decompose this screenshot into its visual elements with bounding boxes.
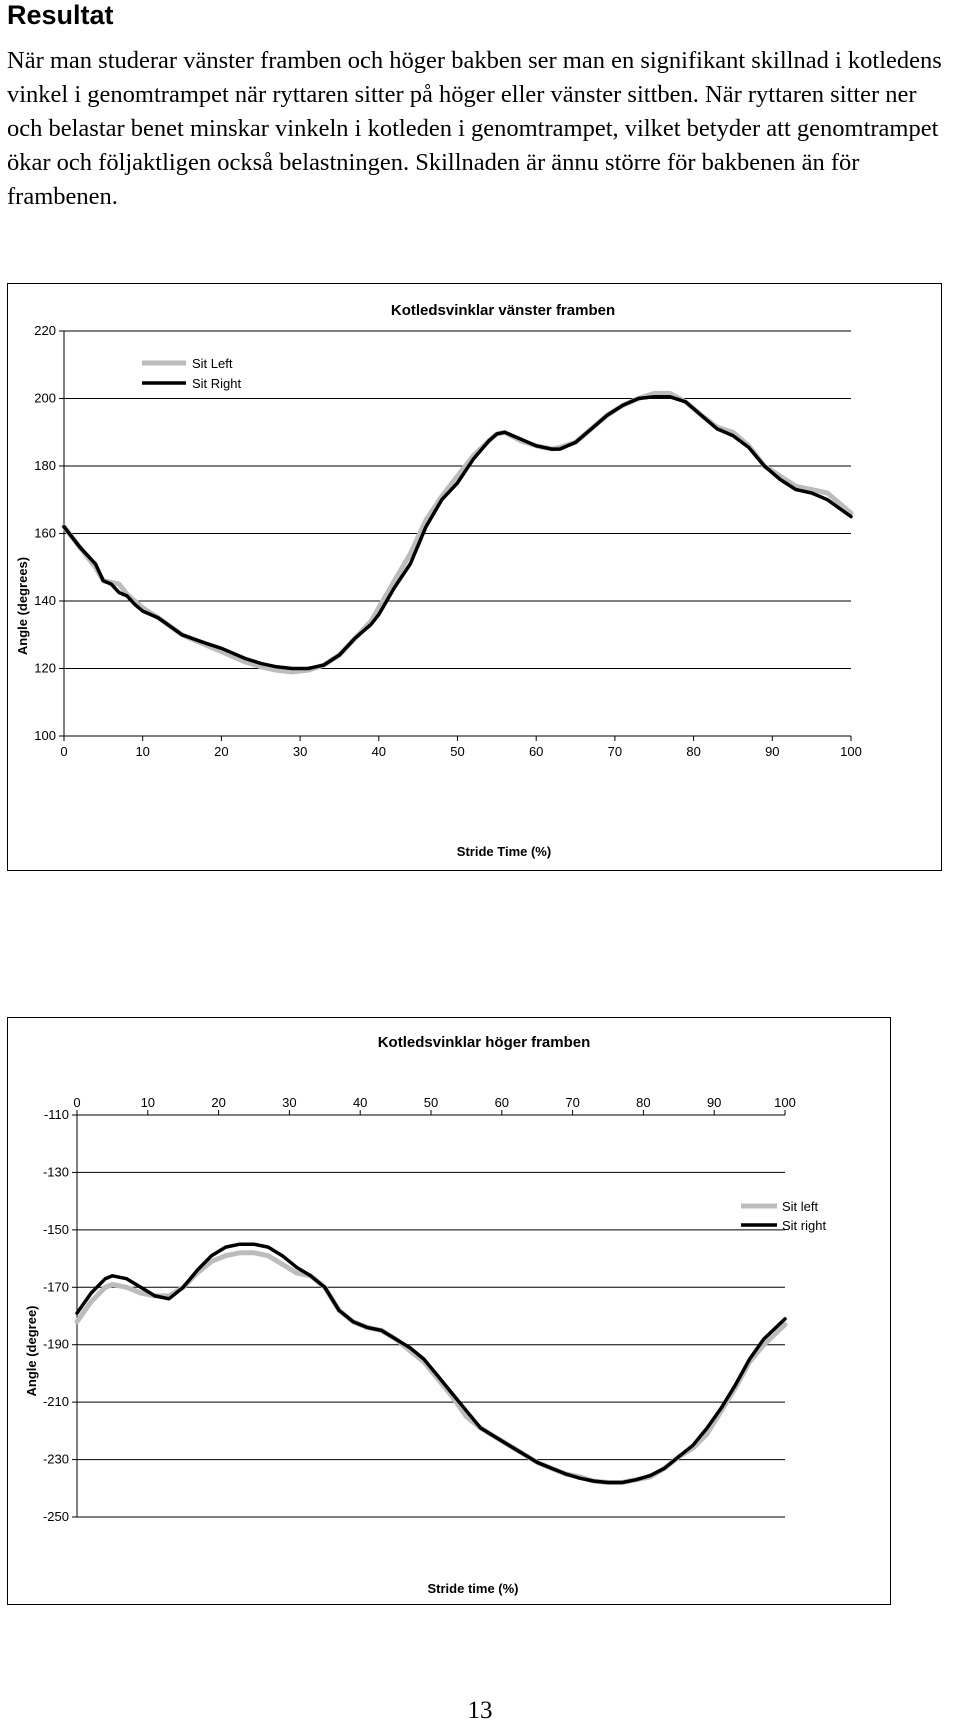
chart-legend: Sit Left Sit Right — [142, 356, 242, 391]
y-tick-label: -230 — [43, 1452, 69, 1467]
x-tick-label: 20 — [211, 1095, 225, 1110]
x-tick-label: 60 — [495, 1095, 509, 1110]
y-tick-label: -190 — [43, 1337, 69, 1352]
chart-legend: Sit left Sit right — [741, 1199, 826, 1233]
chart-left-foreleg: Kotledsvinklar vänster framben Angle (de… — [7, 283, 942, 871]
x-tick-label: 100 — [774, 1095, 796, 1110]
y-tick-label: 100 — [34, 728, 56, 743]
y-tick-label: 180 — [34, 458, 56, 473]
chart-title: Kotledsvinklar vänster framben — [391, 302, 615, 319]
x-tick-label: 10 — [135, 744, 149, 759]
series-line-sit-right — [62, 395, 853, 671]
x-tick-label: 90 — [765, 744, 779, 759]
y-axis-label: Angle (degree) — [24, 1305, 39, 1396]
x-tick-label: 40 — [372, 744, 386, 759]
x-tick-label: 50 — [424, 1095, 438, 1110]
series-line-sit-right — [75, 1242, 787, 1485]
y-tick-label: 160 — [34, 526, 56, 541]
chart-right-foreleg: Kotledsvinklar höger framben Angle (degr… — [7, 1017, 891, 1605]
y-tick-label: 140 — [34, 593, 56, 608]
y-tick-label: -250 — [43, 1509, 69, 1524]
legend-label-sit-right: Sit right — [782, 1218, 826, 1233]
x-tick-label: 40 — [353, 1095, 367, 1110]
x-tick-label: 70 — [565, 1095, 579, 1110]
section-heading: Resultat — [7, 0, 114, 30]
legend-label-sit-right: Sit Right — [192, 376, 242, 391]
chart-title: Kotledsvinklar höger framben — [378, 1034, 591, 1051]
y-tick-label: -170 — [43, 1279, 69, 1294]
x-tick-label: 50 — [450, 744, 464, 759]
x-tick-label: 0 — [73, 1095, 80, 1110]
y-tick-label: 120 — [34, 661, 56, 676]
y-tick-label: -210 — [43, 1394, 69, 1409]
x-tick-label: 90 — [707, 1095, 721, 1110]
x-tick-label: 80 — [686, 744, 700, 759]
x-tick-label: 60 — [529, 744, 543, 759]
page-number: 13 — [467, 1697, 493, 1724]
y-tick-label: 220 — [34, 323, 56, 338]
y-tick-label: -130 — [43, 1164, 69, 1179]
x-axis-label: Stride Time (%) — [457, 844, 551, 859]
x-tick-label: 100 — [840, 744, 862, 759]
x-axis-label: Stride time (%) — [427, 1581, 518, 1596]
body-paragraph: När man studerar vänster framben och hög… — [7, 47, 942, 210]
x-tick-label: 30 — [282, 1095, 296, 1110]
y-axis-label: Angle (degrees) — [15, 557, 30, 655]
chart-left-foreleg-svg: Kotledsvinklar vänster framben Angle (de… — [15, 302, 862, 859]
legend-label-sit-left: Sit Left — [192, 356, 233, 371]
x-tick-label: 30 — [293, 744, 307, 759]
x-tick-label: 80 — [636, 1095, 650, 1110]
x-tick-label: 10 — [141, 1095, 155, 1110]
chart-right-foreleg-svg: Kotledsvinklar höger framben Angle (degr… — [24, 1034, 826, 1596]
x-tick-label: 20 — [214, 744, 228, 759]
x-tick-label: 0 — [60, 744, 67, 759]
y-tick-label: -150 — [43, 1222, 69, 1237]
legend-label-sit-left: Sit left — [782, 1199, 819, 1214]
x-tick-label: 70 — [608, 744, 622, 759]
y-tick-label: -110 — [44, 1107, 69, 1122]
y-tick-label: 200 — [34, 391, 56, 406]
